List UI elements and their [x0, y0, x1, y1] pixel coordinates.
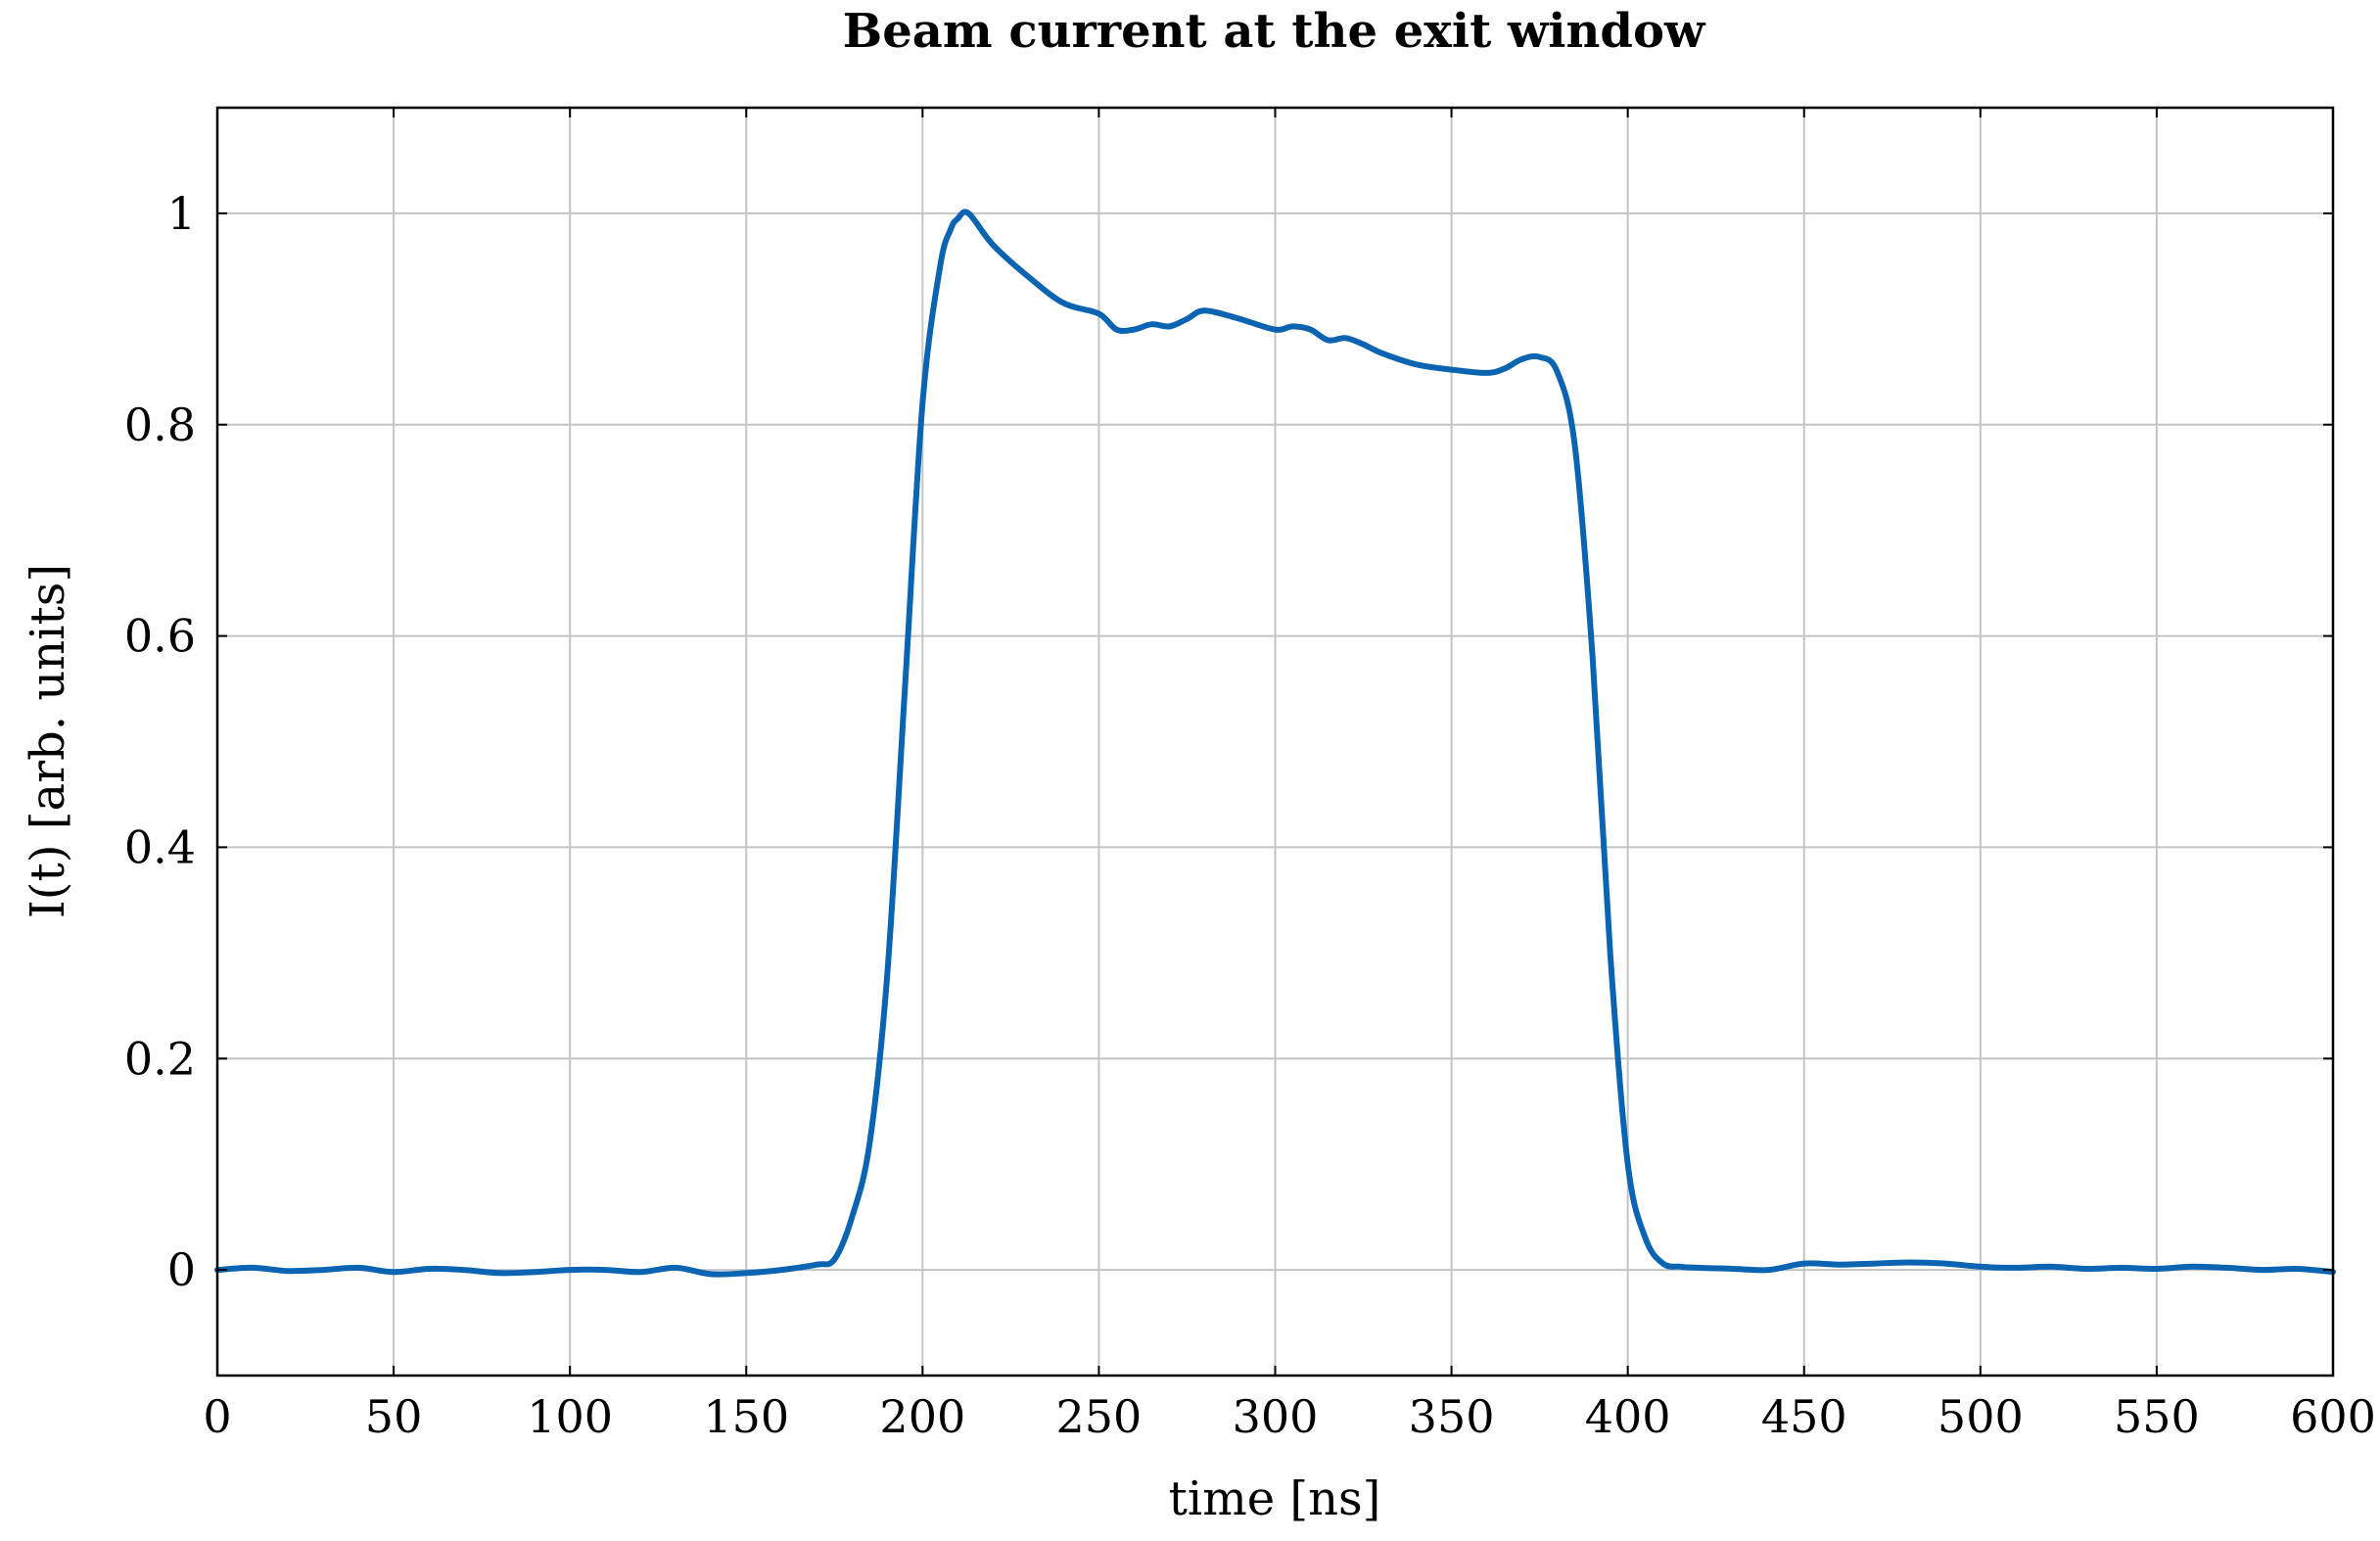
y-tick-label: 0.2: [124, 1032, 196, 1085]
series-layer: [214, 209, 2336, 1278]
y-tick-label: 0.4: [124, 820, 196, 873]
x-tick-label: 150: [703, 1390, 789, 1443]
y-axis-label: I(t) [arb. units]: [21, 564, 75, 918]
x-tick-label: 50: [365, 1390, 423, 1443]
series-line-beam-current: [214, 209, 2336, 1278]
y-tick-label: 0: [167, 1243, 196, 1296]
x-tick-label: 500: [1937, 1390, 2024, 1443]
grid: [216, 108, 2334, 1376]
y-tick-label: 0.6: [124, 610, 196, 663]
x-tick-label: 400: [1585, 1390, 1671, 1443]
chart-title: Beam current at the exit window: [843, 4, 1706, 59]
x-tick-label: 600: [2290, 1390, 2376, 1443]
x-tick-label: 250: [1056, 1390, 1143, 1443]
x-tick-label: 550: [2114, 1390, 2200, 1443]
y-tick-label: 1: [167, 187, 196, 240]
x-tick-label: 200: [879, 1390, 965, 1443]
x-tick-label: 100: [527, 1390, 613, 1443]
x-tick-label: 0: [203, 1390, 231, 1443]
x-tick-label: 350: [1409, 1390, 1495, 1443]
ticks: 0 50 100 150 200 250 300 350 400 450 500 550 600 0 0.2…: [124, 108, 2376, 1443]
x-axis-label: time [ns]: [1169, 1471, 1381, 1526]
x-tick-label: 300: [1233, 1390, 1319, 1443]
x-tick-label: 450: [1761, 1390, 1847, 1443]
y-tick-label: 0.8: [124, 398, 196, 451]
